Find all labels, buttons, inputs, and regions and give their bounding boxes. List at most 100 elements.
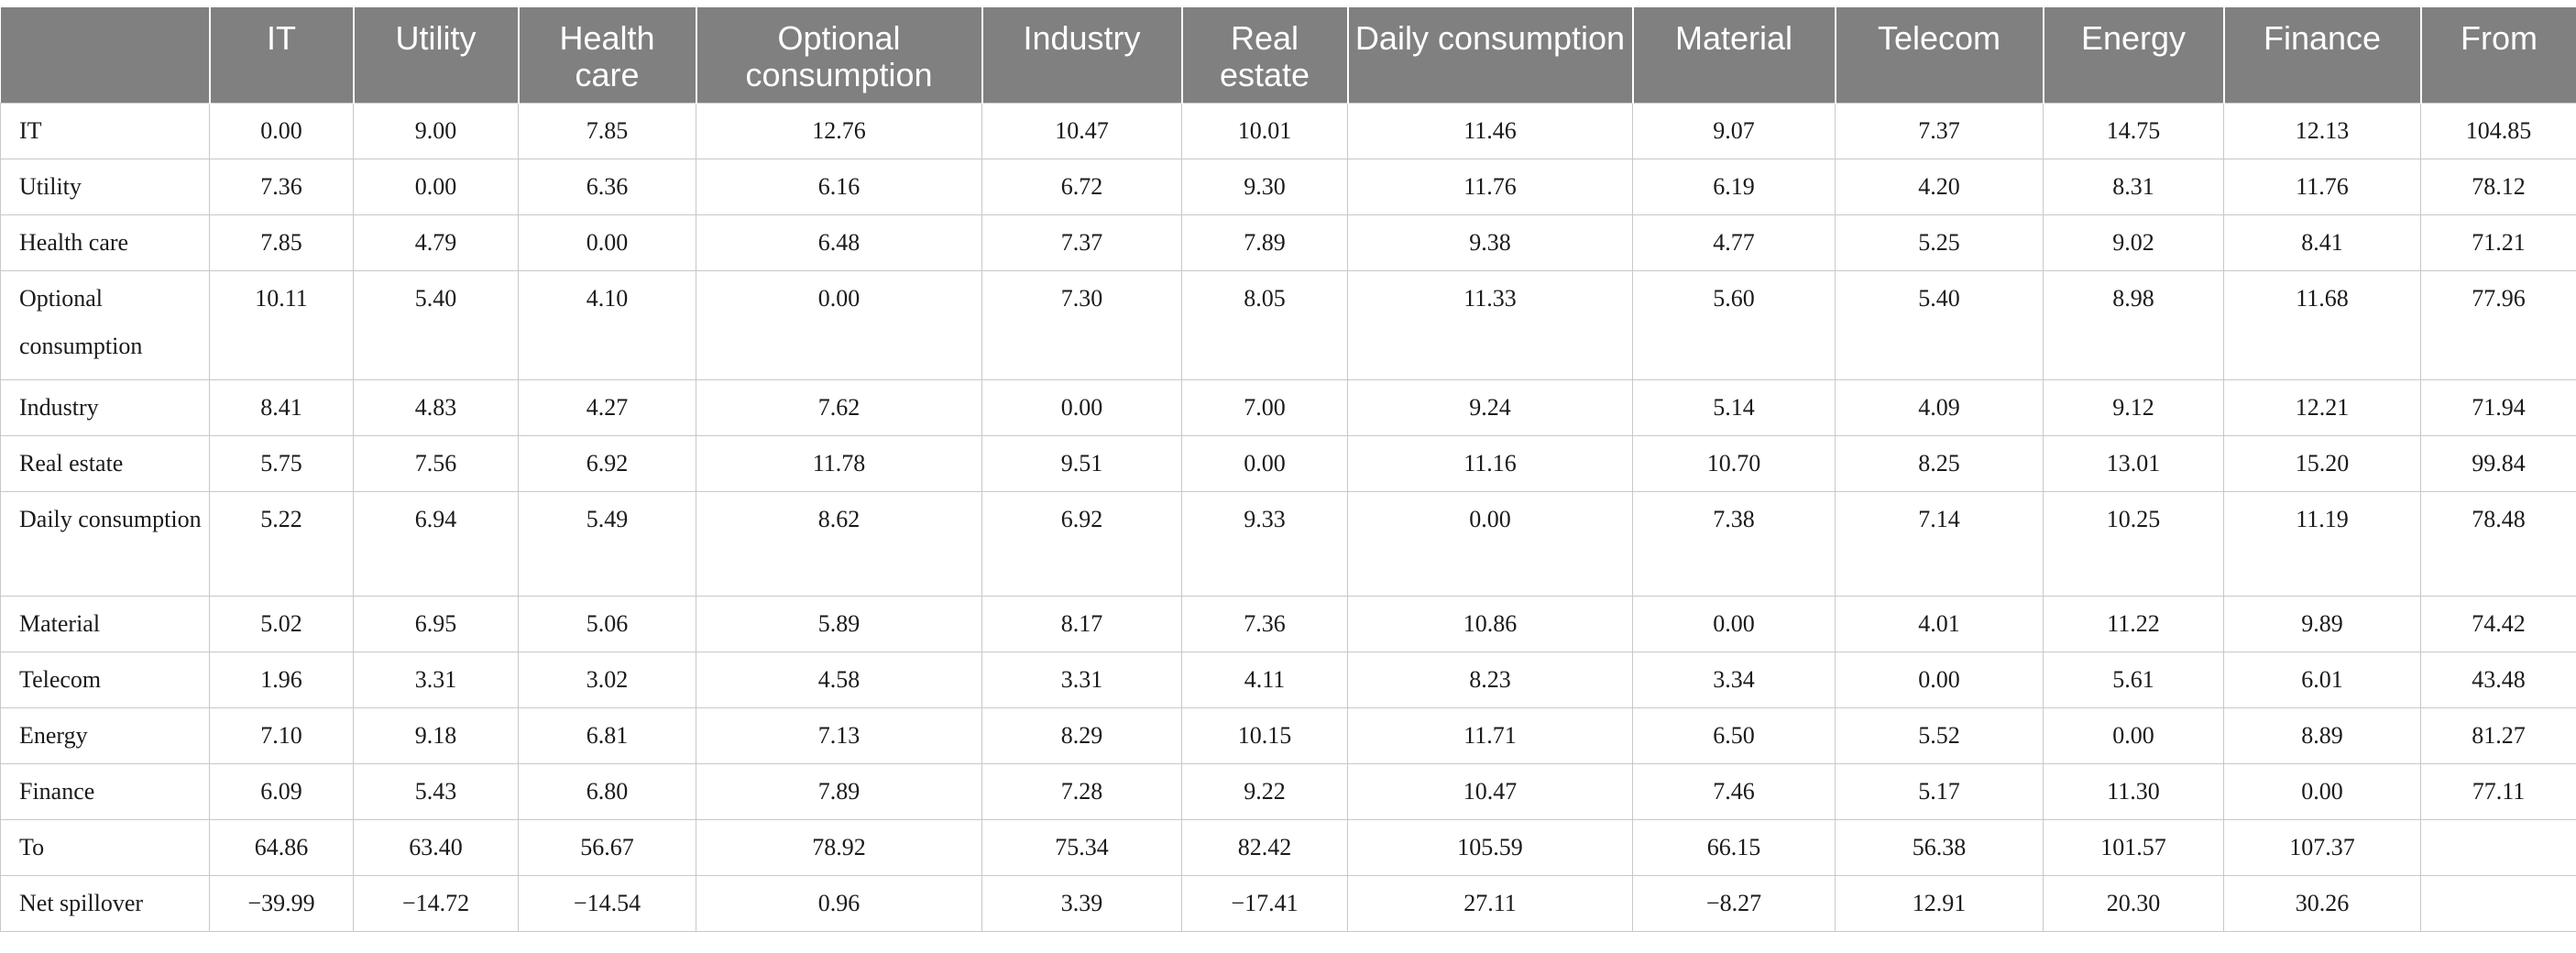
table-cell: 8.23 [1347, 652, 1633, 708]
table-cell: 10.70 [1632, 435, 1836, 492]
table-cell: 7.89 [696, 763, 982, 820]
table-cell [2420, 875, 2576, 932]
row-label: Net spillover [0, 875, 210, 932]
row-label: Finance [0, 763, 210, 820]
table-cell: 7.14 [1835, 491, 2044, 597]
row-label: Material [0, 596, 210, 652]
table-cell: 78.12 [2420, 159, 2576, 215]
table-cell: 10.47 [981, 103, 1182, 159]
table-cell: 75.34 [981, 819, 1182, 876]
table-cell: 8.62 [696, 491, 982, 597]
table-cell: 77.11 [2420, 763, 2576, 820]
table-cell: 0.00 [1835, 652, 2044, 708]
table-cell: 5.22 [209, 491, 354, 597]
header-cell-material: Material [1632, 7, 1836, 104]
table-cell: 4.20 [1835, 159, 2044, 215]
table-cell: 0.00 [1632, 596, 1836, 652]
table-cell: 3.39 [981, 875, 1182, 932]
table-cell: 4.11 [1181, 652, 1348, 708]
table-cell: −14.54 [518, 875, 696, 932]
table-cell: 9.30 [1181, 159, 1348, 215]
table-cell: 6.94 [353, 491, 519, 597]
table-row: Finance 6.09 5.43 6.80 7.89 7.28 9.22 10.47 7.46… [0, 763, 2576, 820]
table-cell: 0.00 [981, 379, 1182, 436]
row-label: Energy [0, 707, 210, 764]
table-cell: −17.41 [1181, 875, 1348, 932]
table-row: Real estate 5.75 7.56 6.92 11.78 9.51 0.00 11.1… [0, 435, 2576, 492]
table-cell: 6.92 [981, 491, 1182, 597]
table-cell: 7.10 [209, 707, 354, 764]
table-cell: 9.00 [353, 103, 519, 159]
table-cell: 63.40 [353, 819, 519, 876]
table-cell: 64.86 [209, 819, 354, 876]
table-cell: 4.83 [353, 379, 519, 436]
table-cell: 11.71 [1347, 707, 1633, 764]
table-cell: 7.13 [696, 707, 982, 764]
table-cell: 5.14 [1632, 379, 1836, 436]
table-cell: 8.98 [2043, 270, 2224, 380]
table-cell: 9.12 [2043, 379, 2224, 436]
table-cell: 9.22 [1181, 763, 1348, 820]
header-cell-daily-consumption: Daily consumption [1347, 7, 1634, 104]
table-cell: 11.76 [2223, 159, 2421, 215]
table-cell: 11.68 [2223, 270, 2421, 380]
table-cell: 56.38 [1835, 819, 2044, 876]
row-label: Health care [0, 214, 210, 271]
table-cell: 11.16 [1347, 435, 1633, 492]
table-cell: 13.01 [2043, 435, 2224, 492]
table-cell: 7.37 [981, 214, 1182, 271]
table-cell: 8.31 [2043, 159, 2224, 215]
table-cell: 9.02 [2043, 214, 2224, 271]
table-cell: 71.94 [2420, 379, 2576, 436]
table-cell: 3.02 [518, 652, 696, 708]
spillover-table-container: IT Utility Health care Optional consumpt… [0, 7, 2576, 932]
table-cell: 6.19 [1632, 159, 1836, 215]
table-cell: 15.20 [2223, 435, 2421, 492]
header-cell-energy: Energy [2043, 7, 2225, 104]
table-cell: 6.16 [696, 159, 982, 215]
table-cell: 10.25 [2043, 491, 2224, 597]
header-row: IT Utility Health care Optional consumpt… [0, 7, 2576, 104]
table-cell: 66.15 [1632, 819, 1836, 876]
table-cell: 12.21 [2223, 379, 2421, 436]
table-cell: 8.41 [2223, 214, 2421, 271]
table-row: Health care 7.85 4.79 0.00 6.48 7.37 7.89 9.38 4… [0, 214, 2576, 271]
row-label: Utility [0, 159, 210, 215]
table-cell: 9.18 [353, 707, 519, 764]
row-label: Optional consumption [0, 270, 210, 380]
table-cell: 71.21 [2420, 214, 2576, 271]
table-cell: 0.00 [2223, 763, 2421, 820]
table-cell: 30.26 [2223, 875, 2421, 932]
table-cell: 11.30 [2043, 763, 2224, 820]
table-cell: 0.00 [353, 159, 519, 215]
table-cell: 56.67 [518, 819, 696, 876]
table-body: IT 0.00 9.00 7.85 12.76 10.47 10.01 11.46 9.07 7.… [0, 103, 2576, 932]
table-cell: 11.22 [2043, 596, 2224, 652]
row-label: IT [0, 103, 210, 159]
table-cell: 0.00 [518, 214, 696, 271]
header-cell-from: From [2461, 19, 2538, 57]
table-cell: 3.31 [353, 652, 519, 708]
table-cell: 11.19 [2223, 491, 2421, 597]
table-row: Utility 7.36 0.00 6.36 6.16 6.72 9.30 11.76 6.19… [0, 159, 2576, 215]
table-cell: 0.96 [696, 875, 982, 932]
table-cell: 74.42 [2420, 596, 2576, 652]
table-cell: 11.46 [1347, 103, 1633, 159]
table-cell: 5.40 [1835, 270, 2044, 380]
row-label: Daily consumption [0, 491, 210, 597]
table-cell: 10.11 [209, 270, 354, 380]
table-cell: 11.33 [1347, 270, 1633, 380]
table-cell: 81.27 [2420, 707, 2576, 764]
table-cell: 104.85 [2420, 103, 2576, 159]
spillover-table: IT Utility Health care Optional consumpt… [0, 7, 2576, 932]
table-cell: 7.85 [518, 103, 696, 159]
table-cell: 7.00 [1181, 379, 1348, 436]
table-cell: 6.36 [518, 159, 696, 215]
table-cell: 0.00 [1347, 491, 1633, 597]
table-cell: 5.25 [1835, 214, 2044, 271]
table-cell: 5.06 [518, 596, 696, 652]
table-cell: 6.92 [518, 435, 696, 492]
table-cell: 6.81 [518, 707, 696, 764]
header-cell-it: IT [209, 7, 355, 104]
table-cell: 4.77 [1632, 214, 1836, 271]
